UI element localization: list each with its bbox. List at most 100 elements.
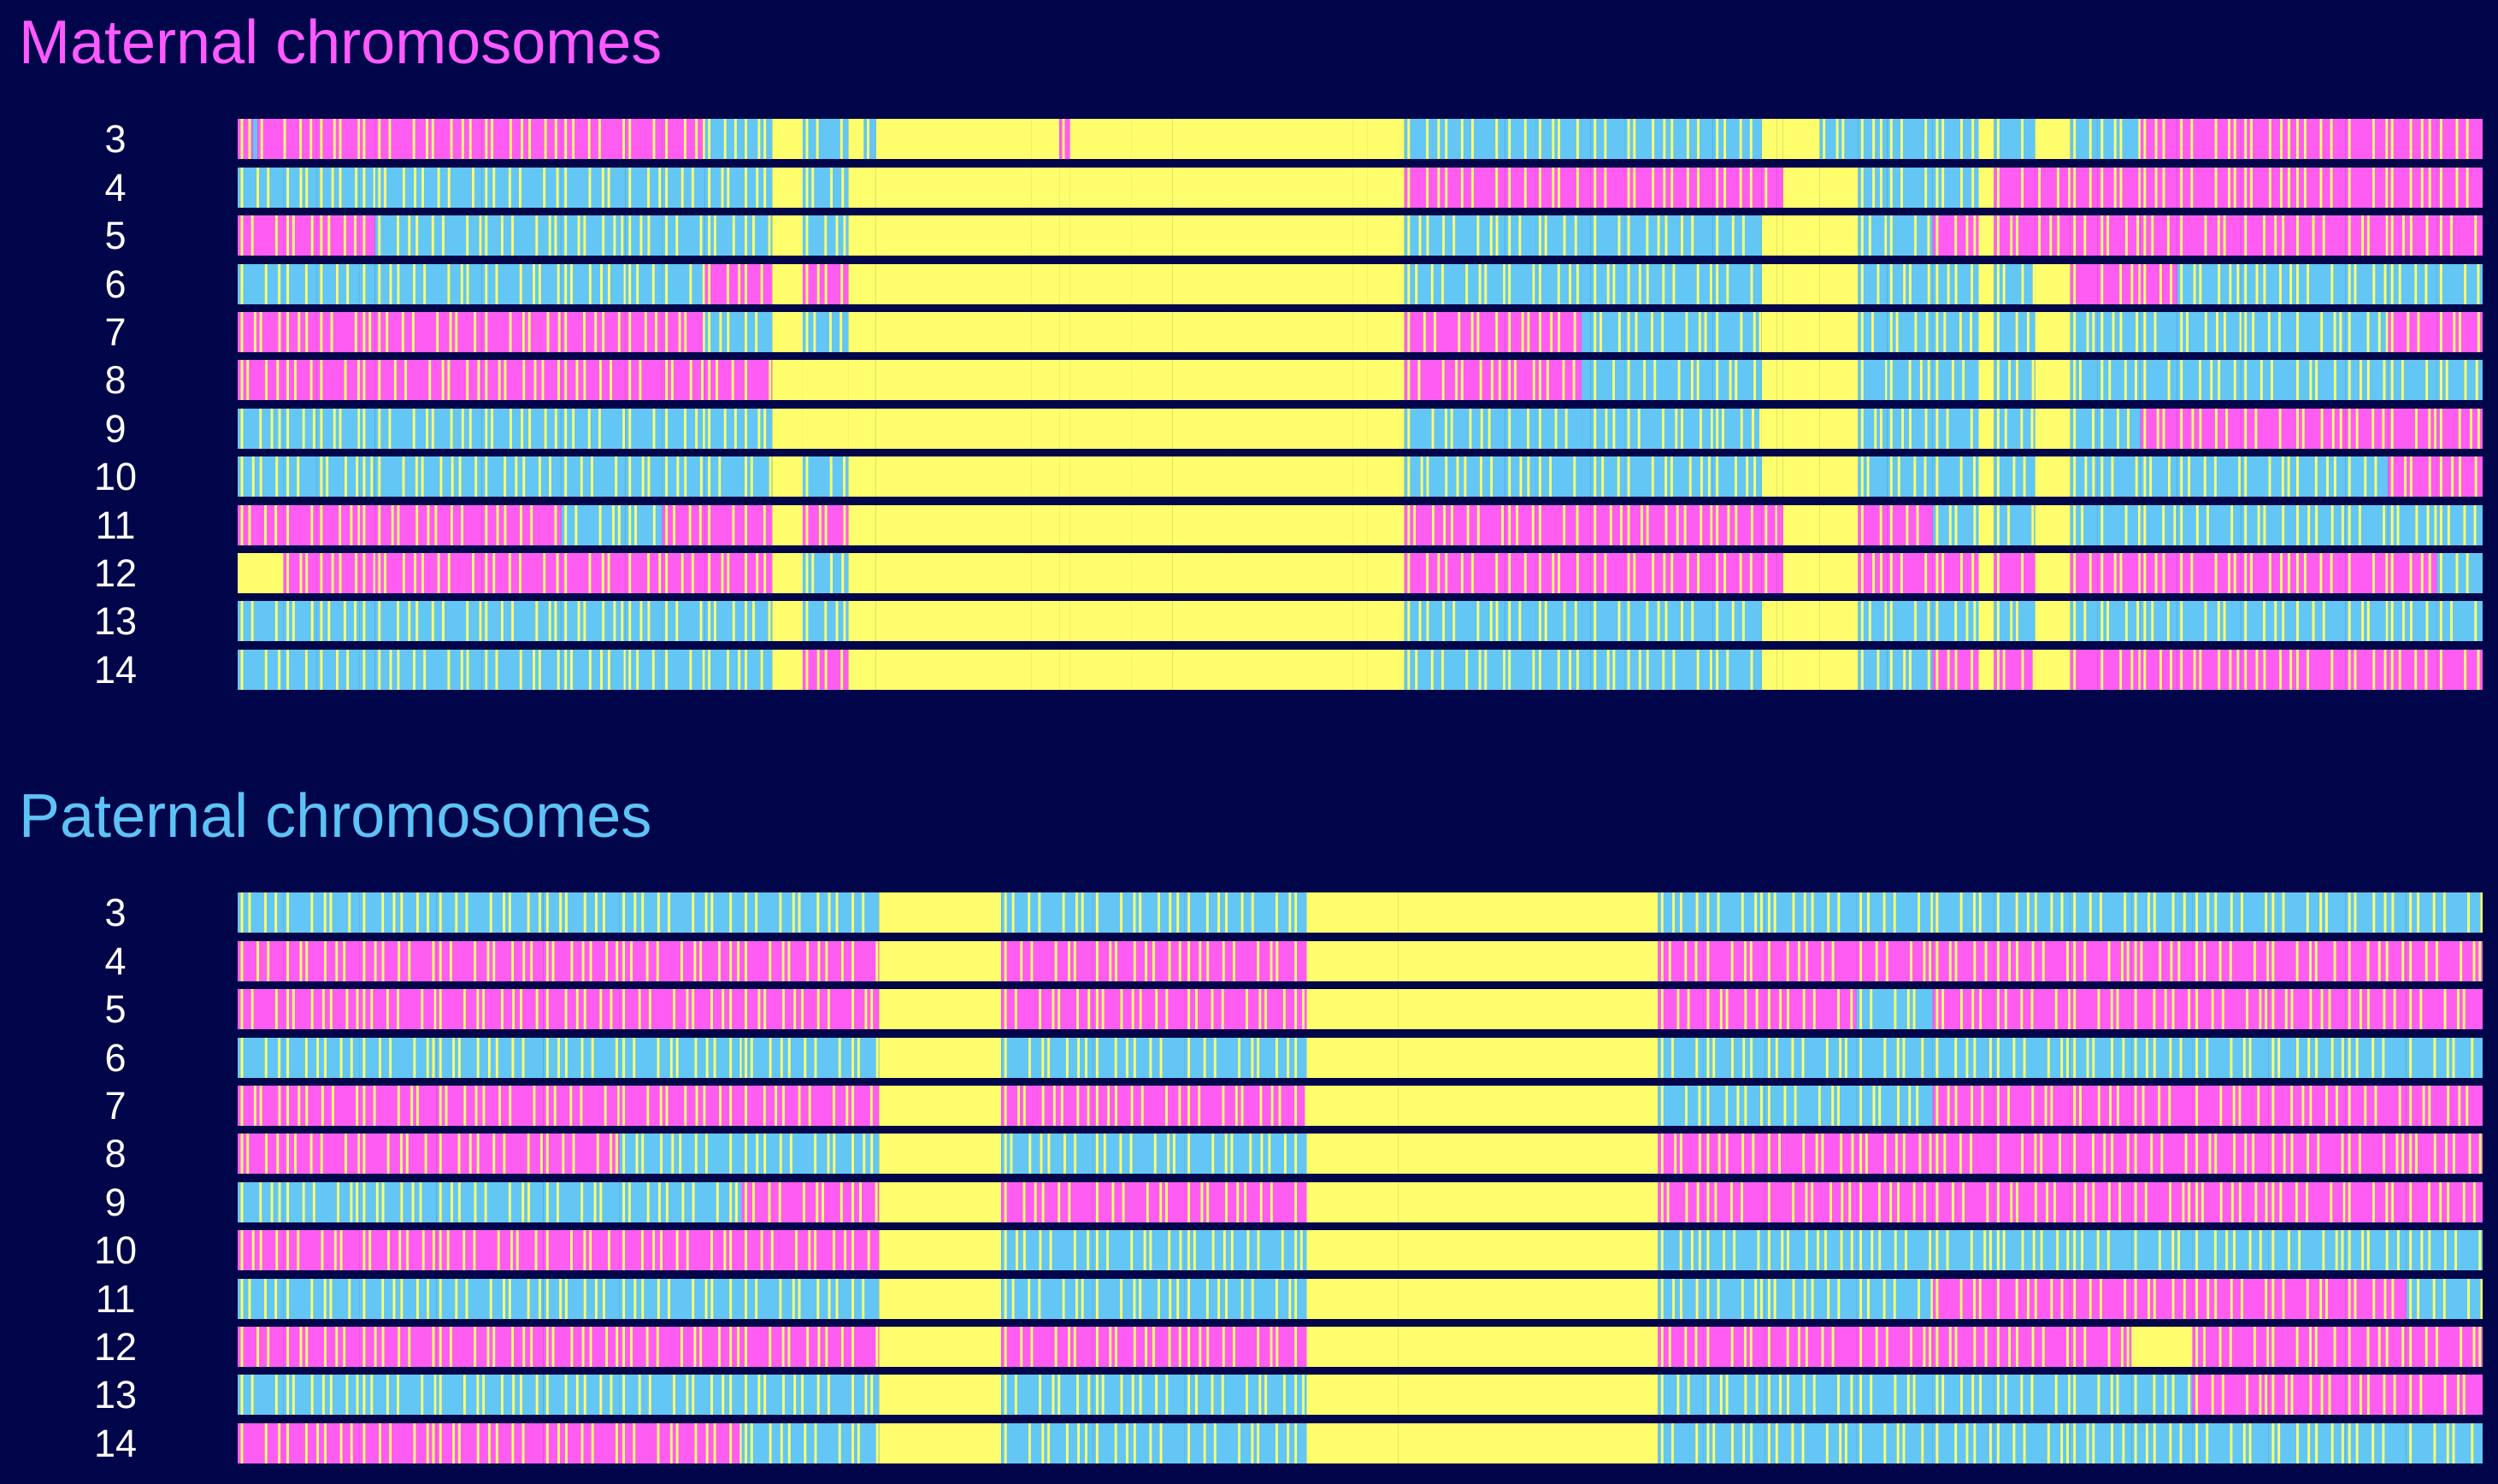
paternal-9-stripe [1095, 1182, 1099, 1222]
paternal-3-stripe [1672, 892, 1675, 933]
paternal-9-stripe [2271, 1182, 2275, 1222]
paternal-9-stripe [2200, 1182, 2204, 1222]
maternal-12-stripe [1765, 553, 1768, 593]
maternal-7-stripe [2239, 312, 2242, 352]
paternal-10-stripe [2385, 1230, 2389, 1270]
maternal-14-stripe [738, 650, 741, 690]
maternal-9-stripe [695, 409, 698, 449]
paternal-14-stripe [511, 1423, 515, 1463]
paternal-13-stripe [463, 1375, 466, 1415]
maternal-14-stripe [389, 650, 392, 690]
paternal-8-stripe [2445, 1134, 2448, 1174]
maternal-3-segment-20 [1069, 119, 1132, 159]
maternal-12-stripe [421, 553, 424, 593]
paternal-10-stripe [2081, 1230, 2084, 1270]
maternal-12-stripe [1860, 553, 1864, 593]
maternal-13-stripe [713, 601, 716, 641]
paternal-12-segment-15 [1765, 1327, 1857, 1367]
maternal-13-stripe [1914, 601, 1917, 641]
maternal-8-stripe [583, 360, 586, 400]
maternal-3-stripe [1996, 119, 2000, 159]
maternal-14-stripe [2307, 650, 2310, 690]
maternal-11-segment-31 [1776, 505, 1783, 545]
paternal-8-stripe [615, 1134, 618, 1174]
paternal-14-stripe [1896, 1423, 1900, 1463]
paternal-13-stripe [851, 1375, 854, 1415]
paternal-14-stripe [2382, 1423, 2385, 1463]
maternal-13-segment-28 [1624, 601, 1713, 641]
paternal-6-segment-22 [2268, 1038, 2346, 1078]
maternal-7-stripe [2390, 312, 2394, 352]
maternal-4-segment-28 [1624, 168, 1713, 208]
maternal-7-segment-42 [2140, 312, 2177, 352]
paternal-9-stripe [474, 1182, 477, 1222]
maternal-12-stripe [1663, 553, 1666, 593]
paternal-14-stripe [413, 1423, 416, 1463]
maternal-13-stripe [2010, 601, 2013, 641]
paternal-3-stripe [1935, 892, 1939, 933]
paternal-10-segment-5 [619, 1230, 742, 1270]
maternal-6-stripe [286, 264, 290, 304]
paternal-9-stripe [381, 1182, 385, 1222]
paternal-4-stripe [2073, 941, 2077, 981]
paternal-7-stripe [2134, 1086, 2137, 1126]
maternal-14-stripe [1532, 650, 1535, 690]
maternal-14-stripe [362, 650, 366, 690]
paternal-4-stripe [1767, 941, 1770, 981]
maternal-4-stripe [378, 168, 381, 208]
maternal-7-segment-22 [1367, 312, 1405, 352]
maternal-4-stripe [2089, 168, 2092, 208]
maternal-11-stripe [805, 505, 809, 545]
maternal-4-segment-13 [848, 168, 876, 208]
maternal-4-stripe [2250, 168, 2253, 208]
paternal-13-stripe [729, 1375, 733, 1415]
maternal-5-stripe [1495, 215, 1499, 256]
maternal-11-stripe [1775, 505, 1778, 545]
paternal-9-stripe [816, 1182, 819, 1222]
paternal-10-segment-2 [359, 1230, 437, 1270]
paternal-4-stripe [1004, 941, 1007, 981]
paternal-3-stripe [508, 892, 511, 933]
paternal-label-4: 4 [104, 939, 127, 983]
maternal-5-stripe [431, 215, 434, 256]
paternal-13-stripe [1264, 1375, 1268, 1415]
paternal-6-stripe [521, 1038, 525, 1078]
maternal-7-stripe [1860, 312, 1864, 352]
paternal-14-segment-20 [2131, 1423, 2193, 1463]
maternal-9-stripe [757, 409, 761, 449]
maternal-5-stripe [1927, 215, 1930, 256]
maternal-12-segment-16 [1059, 553, 1070, 593]
maternal-4-segment-20 [1224, 168, 1353, 208]
paternal-9-stripe [1058, 1182, 1061, 1222]
maternal-11-stripe [496, 505, 499, 545]
paternal-9-stripe [1206, 1182, 1210, 1222]
maternal-6-segment-47 [2388, 264, 2437, 304]
paternal-7-stripe [646, 1086, 650, 1126]
maternal-10-segment-13 [848, 456, 876, 497]
maternal-4-stripe [1765, 168, 1768, 208]
maternal-6-stripe [623, 264, 627, 304]
paternal-11-stripe [2241, 1279, 2243, 1319]
paternal-10-stripe [545, 1230, 549, 1270]
maternal-10-stripe [259, 456, 262, 497]
maternal-13-stripe [2166, 601, 2170, 641]
maternal-4-stripe [2190, 168, 2194, 208]
paternal-14-stripe [2179, 1423, 2183, 1463]
maternal-10-stripe [2084, 456, 2088, 497]
maternal-3-stripe [485, 119, 488, 159]
maternal-7-stripe [2204, 312, 2207, 352]
paternal-10-stripe [770, 1230, 774, 1270]
paternal-12-stripe [737, 1327, 740, 1367]
maternal-5-stripe [665, 215, 669, 256]
paternal-3-stripe [2432, 892, 2436, 933]
maternal-4-segment-22 [1367, 168, 1405, 208]
maternal-10-stripe [628, 456, 632, 497]
paternal-11-stripe [1120, 1279, 1123, 1319]
paternal-12-stripe [1730, 1327, 1734, 1367]
maternal-5-segment-33 [1819, 215, 1859, 256]
paternal-4-stripe [1660, 941, 1664, 981]
paternal-6-stripe [2348, 1038, 2351, 1078]
paternal-9-stripe [2409, 1182, 2413, 1222]
paternal-7-stripe [798, 1086, 801, 1126]
maternal-12-stripe [2319, 553, 2323, 593]
